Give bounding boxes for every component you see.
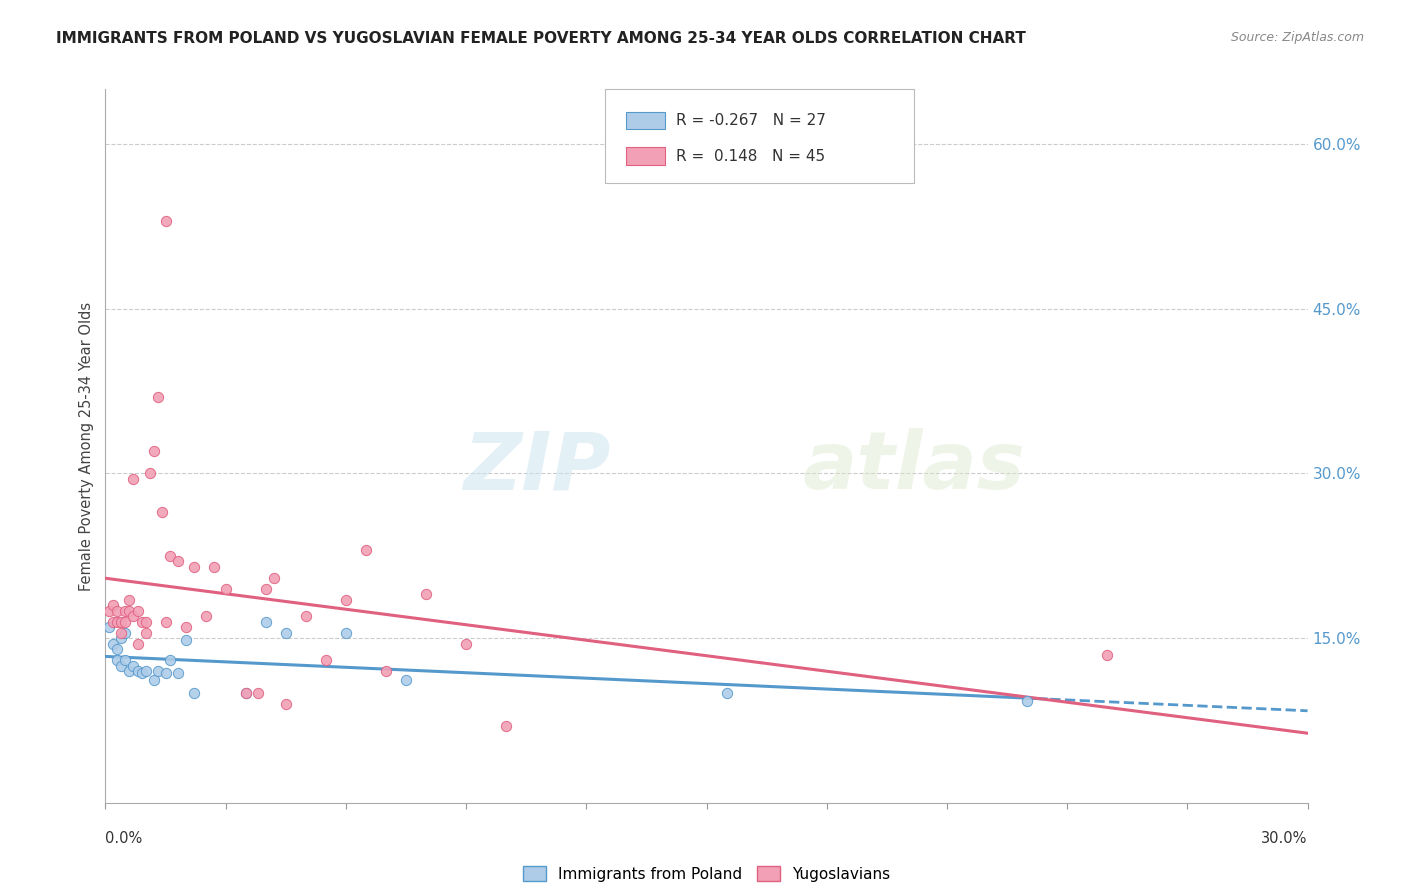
Point xyxy=(246,686,269,700)
Point xyxy=(103,637,125,651)
Point xyxy=(114,625,136,640)
Point xyxy=(335,625,357,640)
Point xyxy=(183,686,205,700)
Point xyxy=(107,604,129,618)
Point xyxy=(150,505,173,519)
Point xyxy=(274,625,297,640)
Point xyxy=(159,653,181,667)
Point xyxy=(118,664,141,678)
Point xyxy=(155,214,177,228)
Point xyxy=(131,615,153,629)
Point xyxy=(114,615,136,629)
Point xyxy=(146,390,169,404)
Point xyxy=(122,472,145,486)
Point xyxy=(127,604,149,618)
Text: R =  0.148   N = 45: R = 0.148 N = 45 xyxy=(676,149,825,163)
Point xyxy=(335,592,357,607)
Point xyxy=(110,625,132,640)
Point xyxy=(716,686,738,700)
Point xyxy=(98,604,121,618)
Point xyxy=(98,620,121,634)
Point xyxy=(315,653,337,667)
Point xyxy=(142,444,165,458)
Text: R = -0.267   N = 27: R = -0.267 N = 27 xyxy=(676,113,827,128)
Point xyxy=(127,637,149,651)
Point xyxy=(454,637,477,651)
Point xyxy=(202,559,225,574)
Text: atlas: atlas xyxy=(803,428,1025,507)
Text: 30.0%: 30.0% xyxy=(1261,831,1308,847)
Point xyxy=(122,609,145,624)
Point xyxy=(235,686,257,700)
Point xyxy=(174,633,197,648)
Point xyxy=(138,467,160,481)
Point xyxy=(174,620,197,634)
Point xyxy=(103,615,125,629)
Point xyxy=(110,631,132,645)
Point xyxy=(235,686,257,700)
Text: IMMIGRANTS FROM POLAND VS YUGOSLAVIAN FEMALE POVERTY AMONG 25-34 YEAR OLDS CORRE: IMMIGRANTS FROM POLAND VS YUGOSLAVIAN FE… xyxy=(56,31,1026,46)
Point xyxy=(118,592,141,607)
Point xyxy=(166,554,188,568)
Point xyxy=(1097,648,1119,662)
Point xyxy=(127,664,149,678)
Point xyxy=(155,666,177,681)
Point xyxy=(114,604,136,618)
Point xyxy=(135,664,157,678)
Point xyxy=(254,615,277,629)
Point xyxy=(159,549,181,563)
Point xyxy=(495,719,517,733)
Point xyxy=(135,625,157,640)
Point xyxy=(110,615,132,629)
Point xyxy=(254,582,277,596)
Point xyxy=(395,673,418,687)
Point xyxy=(214,582,236,596)
Text: Source: ZipAtlas.com: Source: ZipAtlas.com xyxy=(1230,31,1364,45)
Point xyxy=(107,642,129,657)
Point xyxy=(166,666,188,681)
Point xyxy=(114,653,136,667)
Point xyxy=(263,571,285,585)
Point xyxy=(1017,694,1039,708)
Point xyxy=(118,604,141,618)
Point xyxy=(142,673,165,687)
Y-axis label: Female Poverty Among 25-34 Year Olds: Female Poverty Among 25-34 Year Olds xyxy=(79,301,94,591)
Legend: Immigrants from Poland, Yugoslavians: Immigrants from Poland, Yugoslavians xyxy=(516,860,897,888)
Point xyxy=(295,609,318,624)
Text: ZIP: ZIP xyxy=(463,428,610,507)
Point xyxy=(146,664,169,678)
Point xyxy=(183,559,205,574)
Point xyxy=(131,666,153,681)
Point xyxy=(194,609,217,624)
Point xyxy=(135,615,157,629)
Point xyxy=(103,598,125,612)
Point xyxy=(110,658,132,673)
Point xyxy=(107,615,129,629)
Point xyxy=(155,615,177,629)
Point xyxy=(374,664,398,678)
Point xyxy=(415,587,437,601)
Text: 0.0%: 0.0% xyxy=(105,831,142,847)
Point xyxy=(354,543,377,558)
Point xyxy=(122,658,145,673)
Point xyxy=(107,653,129,667)
Point xyxy=(274,697,297,711)
